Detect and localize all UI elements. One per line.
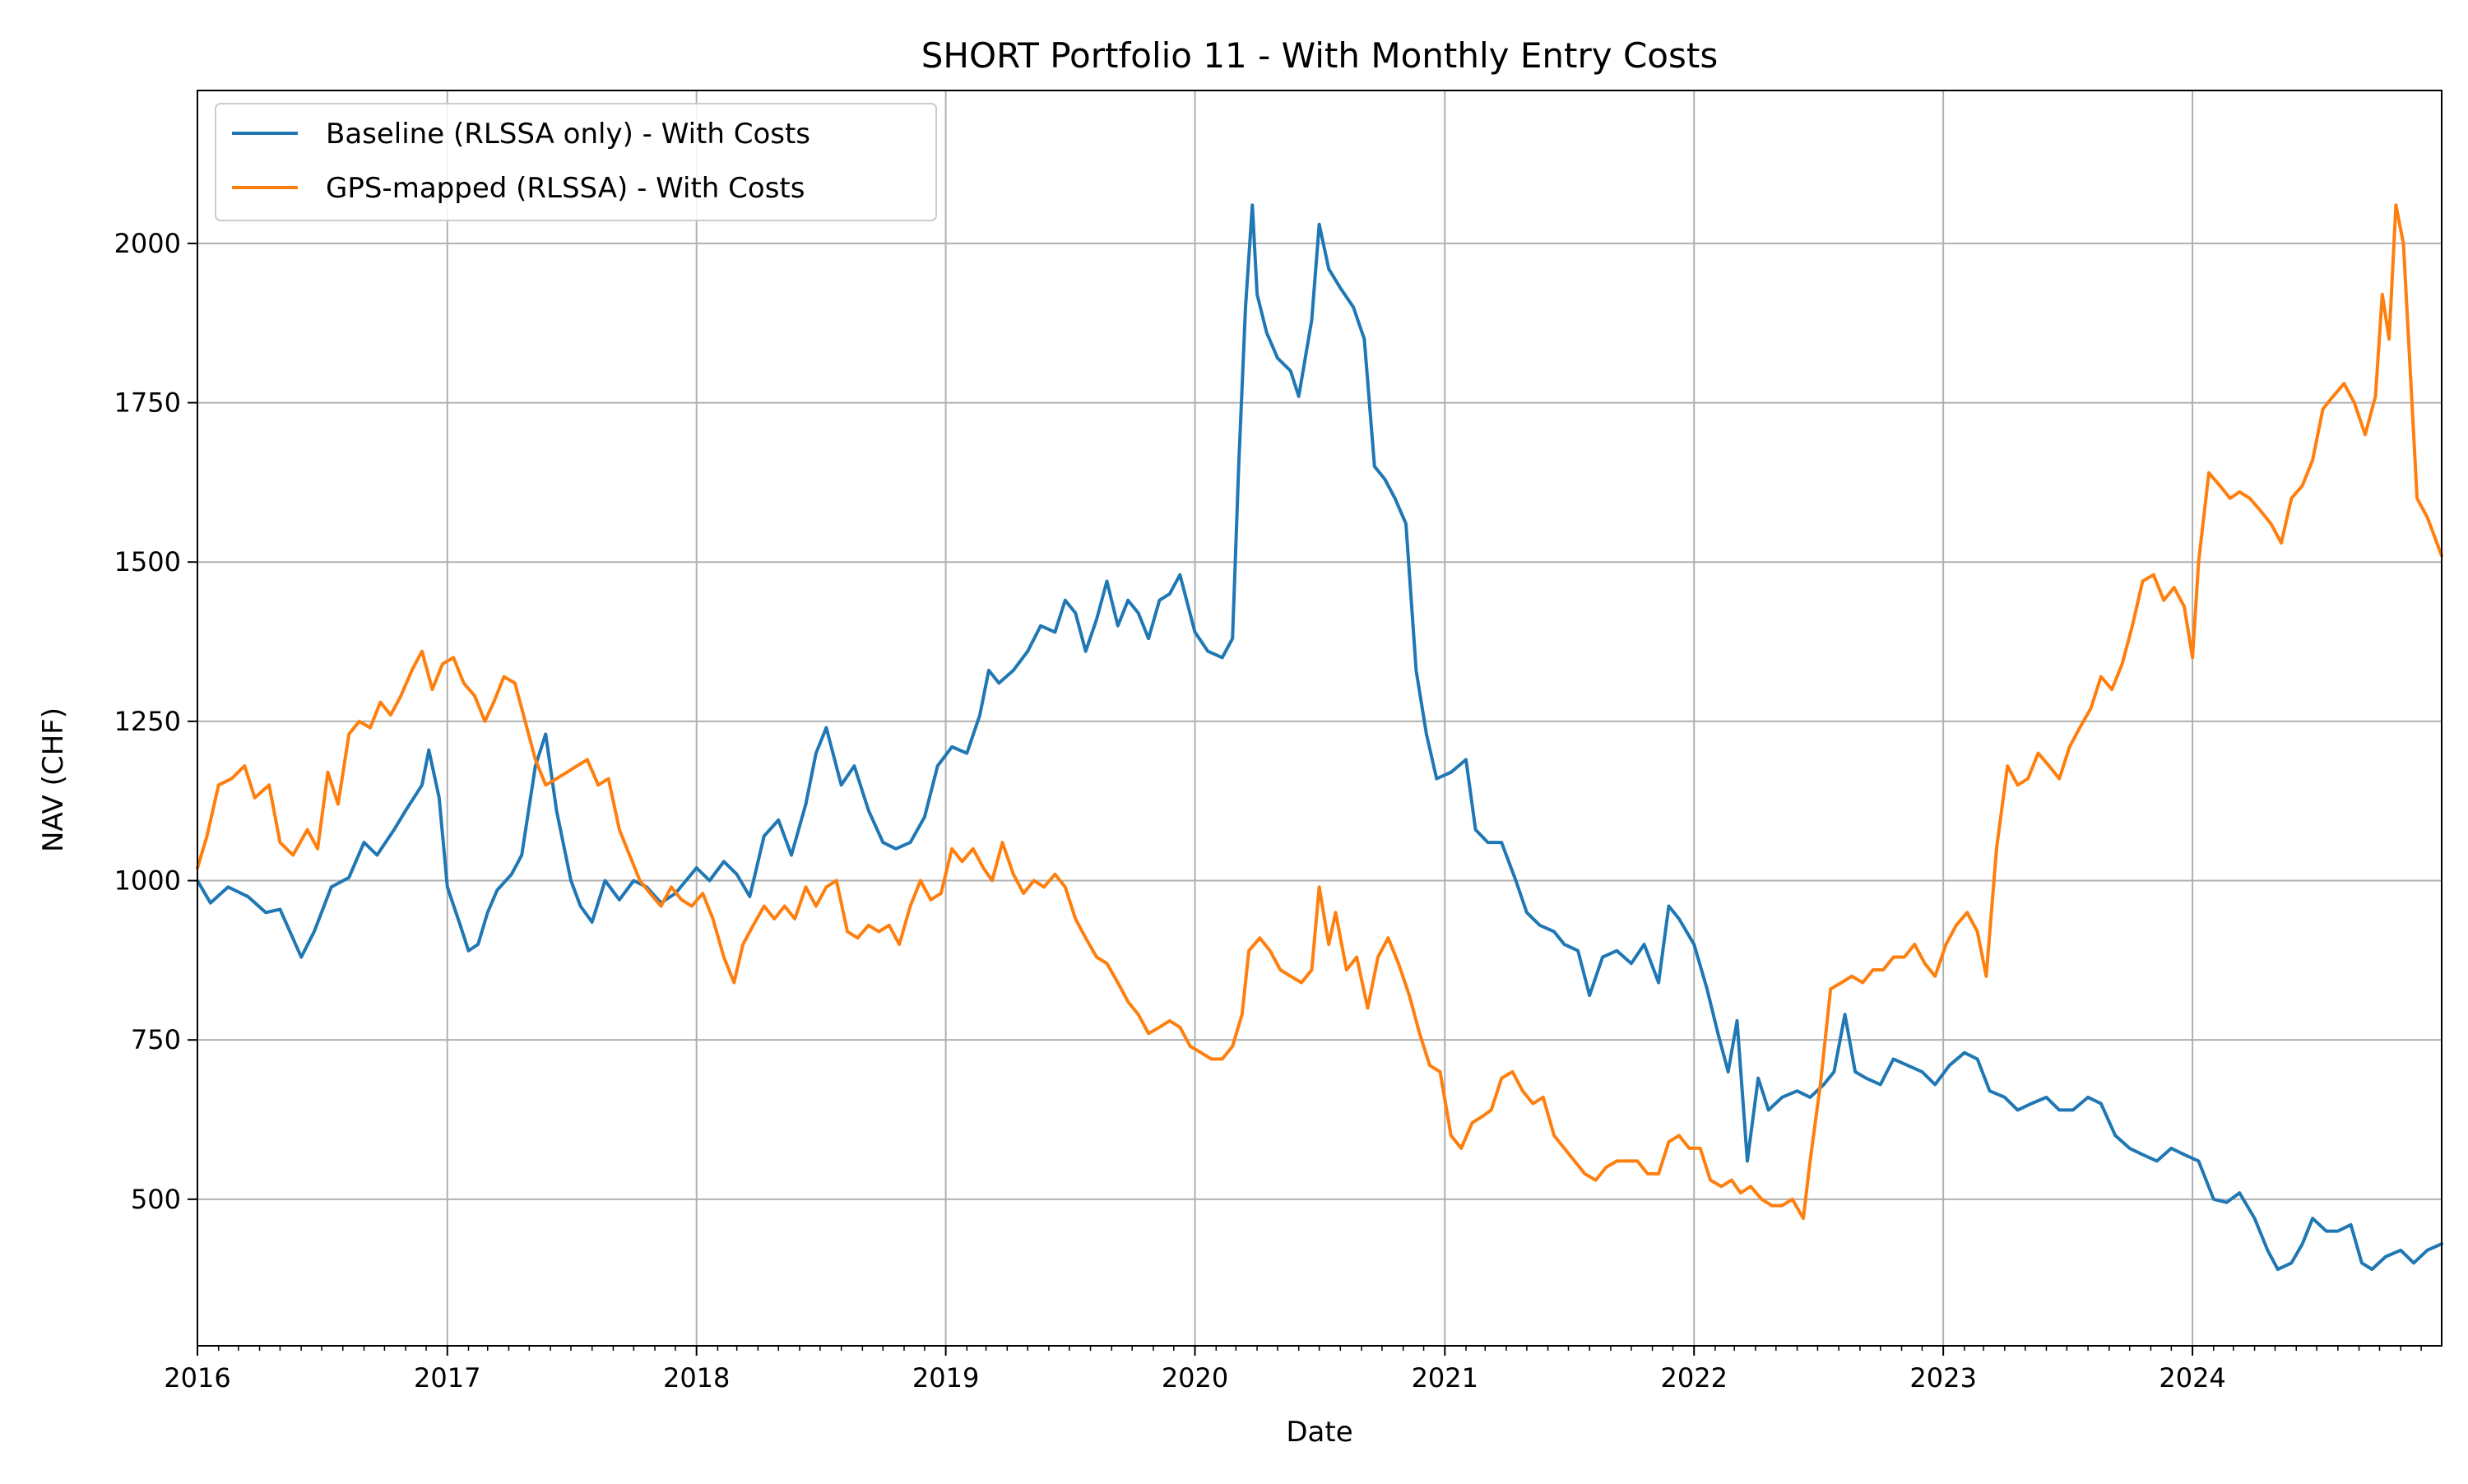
y-tick-label: 1000 (114, 865, 181, 897)
x-tick-label: 2018 (663, 1362, 730, 1394)
series-group (196, 203, 2443, 1271)
x-tick-label: 2023 (1909, 1362, 1976, 1394)
legend: Baseline (RLSSA only) - With Costs GPS-m… (215, 103, 937, 221)
chart-title: SHORT Portfolio 11 - With Monthly Entry … (921, 35, 1718, 76)
y-tick-label: 500 (131, 1184, 181, 1215)
legend-box (215, 103, 937, 221)
series-line-baseline (196, 203, 2443, 1271)
y-axis-title: NAV (CHF) (37, 707, 70, 852)
y-tick-label: 750 (131, 1024, 181, 1055)
x-tick-label: 2024 (2159, 1362, 2225, 1394)
y-tick-label: 1250 (114, 706, 181, 737)
x-axis-title: Date (1286, 1416, 1352, 1449)
y-tick-label: 1750 (114, 387, 181, 419)
y-axis-ticks: 500 750 1000 1250 1500 1750 2000 (114, 228, 197, 1215)
y-tick-label: 1500 (114, 546, 181, 577)
legend-label-baseline: Baseline (RLSSA only) - With Costs (326, 118, 810, 151)
x-tick-label: 2017 (414, 1362, 480, 1394)
x-tick-label: 2016 (164, 1362, 230, 1394)
y-tick-label: 2000 (114, 228, 181, 259)
x-tick-label: 2022 (1661, 1362, 1728, 1394)
x-tick-label: 2019 (912, 1362, 979, 1394)
legend-label-gps-mapped: GPS-mapped (RLSSA) - With Costs (326, 172, 805, 205)
series-line-gps-mapped (196, 203, 2443, 1221)
x-axis-ticks: 2016 2017 2018 2019 2020 2021 2022 2023 2024 (164, 1346, 2422, 1394)
x-tick-label: 2020 (1162, 1362, 1228, 1394)
x-tick-label: 2021 (1412, 1362, 1478, 1394)
